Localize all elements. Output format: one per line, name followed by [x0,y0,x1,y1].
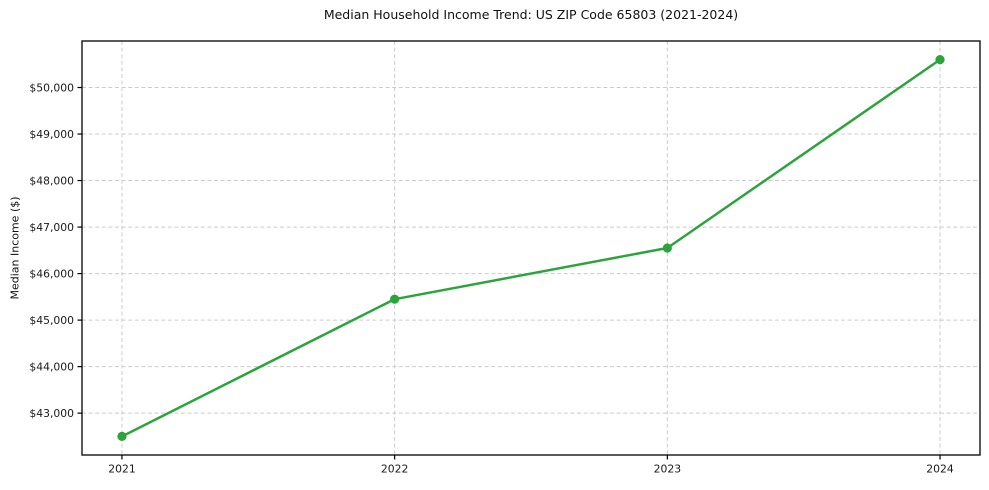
plot-border [81,40,981,456]
y-tick-label: $50,000 [29,81,74,94]
data-point-2024 [935,55,945,65]
y-tick-label: $47,000 [29,221,74,234]
x-tick-label: 2024 [926,463,954,476]
x-tick-label: 2022 [381,463,408,476]
x-tick-label: 2023 [654,463,681,476]
y-tick-label: $46,000 [29,267,74,280]
data-point-2021 [117,431,127,441]
y-tick-label: $49,000 [29,128,74,141]
y-tick-label: $44,000 [29,360,74,373]
x-tick-label: 2021 [108,463,135,476]
chart-title: Median Household Income Trend: US ZIP Co… [323,7,739,22]
y-tick-label: $48,000 [29,174,74,187]
trend-line [120,58,942,438]
data-point-2022 [390,294,400,304]
y-tick-label: $45,000 [29,314,74,327]
data-point-2023 [662,243,672,253]
y-tick-label: $43,000 [29,407,74,420]
